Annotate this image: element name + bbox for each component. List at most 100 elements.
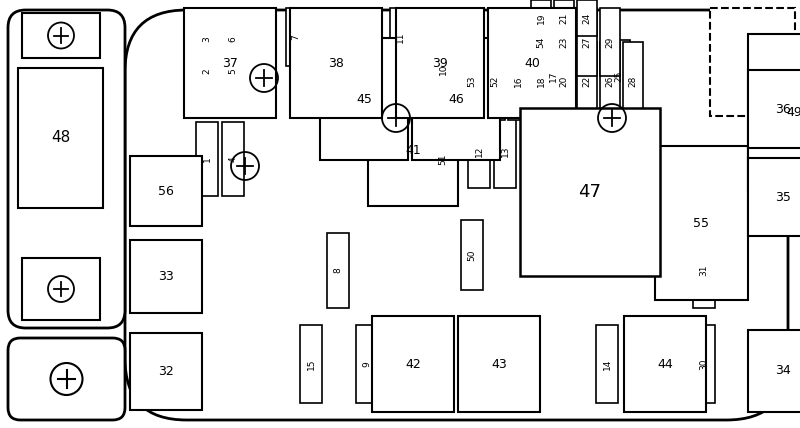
Bar bbox=[554, 8, 574, 76]
Bar bbox=[290, 8, 382, 118]
Bar bbox=[577, 8, 597, 76]
Text: 31: 31 bbox=[699, 265, 709, 276]
Bar bbox=[432, 122, 454, 196]
FancyBboxPatch shape bbox=[8, 338, 125, 420]
Text: 46: 46 bbox=[448, 92, 464, 105]
Text: 35: 35 bbox=[775, 190, 791, 203]
Text: 27: 27 bbox=[582, 36, 591, 48]
Text: 10: 10 bbox=[438, 63, 447, 75]
Bar bbox=[222, 122, 244, 196]
Bar bbox=[196, 122, 218, 196]
Bar bbox=[596, 325, 618, 403]
Text: 24: 24 bbox=[582, 12, 591, 24]
Bar bbox=[390, 8, 410, 66]
Bar bbox=[196, 10, 218, 68]
Text: 44: 44 bbox=[657, 357, 673, 371]
Text: 12: 12 bbox=[474, 146, 483, 157]
Bar bbox=[600, 8, 620, 76]
Text: 40: 40 bbox=[524, 56, 540, 69]
Text: 41: 41 bbox=[405, 145, 421, 158]
Bar bbox=[494, 114, 516, 188]
Text: 2: 2 bbox=[202, 68, 211, 74]
Bar bbox=[520, 108, 660, 276]
Text: 45: 45 bbox=[356, 92, 372, 105]
Text: 39: 39 bbox=[432, 56, 448, 69]
Text: 3: 3 bbox=[202, 36, 211, 42]
Text: 11: 11 bbox=[395, 31, 405, 43]
Text: 19: 19 bbox=[537, 12, 546, 24]
Text: 33: 33 bbox=[158, 270, 174, 283]
Text: 53: 53 bbox=[467, 75, 477, 87]
Bar bbox=[458, 316, 540, 412]
Bar bbox=[18, 68, 103, 208]
Bar bbox=[693, 233, 715, 308]
Bar bbox=[372, 316, 454, 412]
Text: 56: 56 bbox=[158, 184, 174, 197]
Bar bbox=[531, 42, 551, 120]
Bar bbox=[577, 42, 597, 120]
Bar bbox=[320, 38, 408, 160]
Bar bbox=[300, 325, 322, 403]
Bar bbox=[327, 233, 349, 308]
Bar bbox=[608, 40, 630, 113]
Bar bbox=[286, 8, 306, 66]
Bar bbox=[623, 42, 643, 120]
Text: 42: 42 bbox=[405, 357, 421, 371]
FancyBboxPatch shape bbox=[125, 10, 788, 420]
Text: 34: 34 bbox=[775, 365, 791, 377]
Text: 13: 13 bbox=[501, 145, 510, 157]
Text: 1: 1 bbox=[202, 156, 211, 162]
Bar bbox=[468, 114, 490, 188]
Bar bbox=[748, 158, 800, 236]
Text: 15: 15 bbox=[306, 358, 315, 370]
Text: 52: 52 bbox=[490, 75, 499, 87]
Text: 48: 48 bbox=[51, 131, 70, 146]
Bar bbox=[485, 42, 505, 120]
Bar bbox=[130, 333, 202, 410]
Bar bbox=[222, 10, 244, 68]
FancyBboxPatch shape bbox=[8, 10, 125, 328]
Bar bbox=[508, 42, 528, 120]
Bar bbox=[22, 258, 100, 320]
Text: 21: 21 bbox=[559, 12, 569, 24]
Text: 8: 8 bbox=[334, 268, 342, 273]
Text: 16: 16 bbox=[514, 75, 522, 87]
Text: 30: 30 bbox=[699, 358, 709, 370]
Text: 4: 4 bbox=[229, 156, 238, 162]
Text: 23: 23 bbox=[559, 36, 569, 48]
Text: 55: 55 bbox=[694, 217, 710, 229]
Bar bbox=[693, 325, 715, 403]
Text: 5: 5 bbox=[229, 68, 238, 74]
Bar bbox=[710, 8, 795, 116]
Text: 17: 17 bbox=[549, 71, 558, 82]
Text: 26: 26 bbox=[606, 75, 614, 87]
Bar bbox=[748, 70, 800, 148]
Bar bbox=[356, 325, 378, 403]
Bar bbox=[600, 42, 620, 120]
Bar bbox=[577, 0, 597, 36]
Text: 18: 18 bbox=[537, 75, 546, 87]
Text: 36: 36 bbox=[775, 102, 791, 116]
Text: 22: 22 bbox=[582, 75, 591, 86]
Text: 14: 14 bbox=[602, 358, 611, 370]
Bar bbox=[368, 96, 458, 206]
Bar bbox=[748, 330, 800, 412]
Bar bbox=[196, 34, 218, 108]
Bar bbox=[22, 13, 100, 58]
Text: 32: 32 bbox=[158, 365, 174, 378]
Bar bbox=[222, 34, 244, 108]
Text: 29: 29 bbox=[606, 36, 614, 48]
Bar bbox=[531, 8, 551, 76]
Bar bbox=[488, 8, 576, 118]
Bar bbox=[396, 8, 484, 118]
Text: 51: 51 bbox=[438, 153, 447, 165]
Text: 43: 43 bbox=[491, 357, 507, 371]
Text: 25: 25 bbox=[614, 71, 623, 82]
Bar bbox=[748, 34, 800, 190]
Text: 9: 9 bbox=[362, 361, 371, 367]
Bar bbox=[542, 40, 564, 113]
Text: 7: 7 bbox=[291, 34, 301, 40]
Text: 38: 38 bbox=[328, 56, 344, 69]
Text: 54: 54 bbox=[537, 36, 546, 48]
Text: 6: 6 bbox=[229, 36, 238, 42]
